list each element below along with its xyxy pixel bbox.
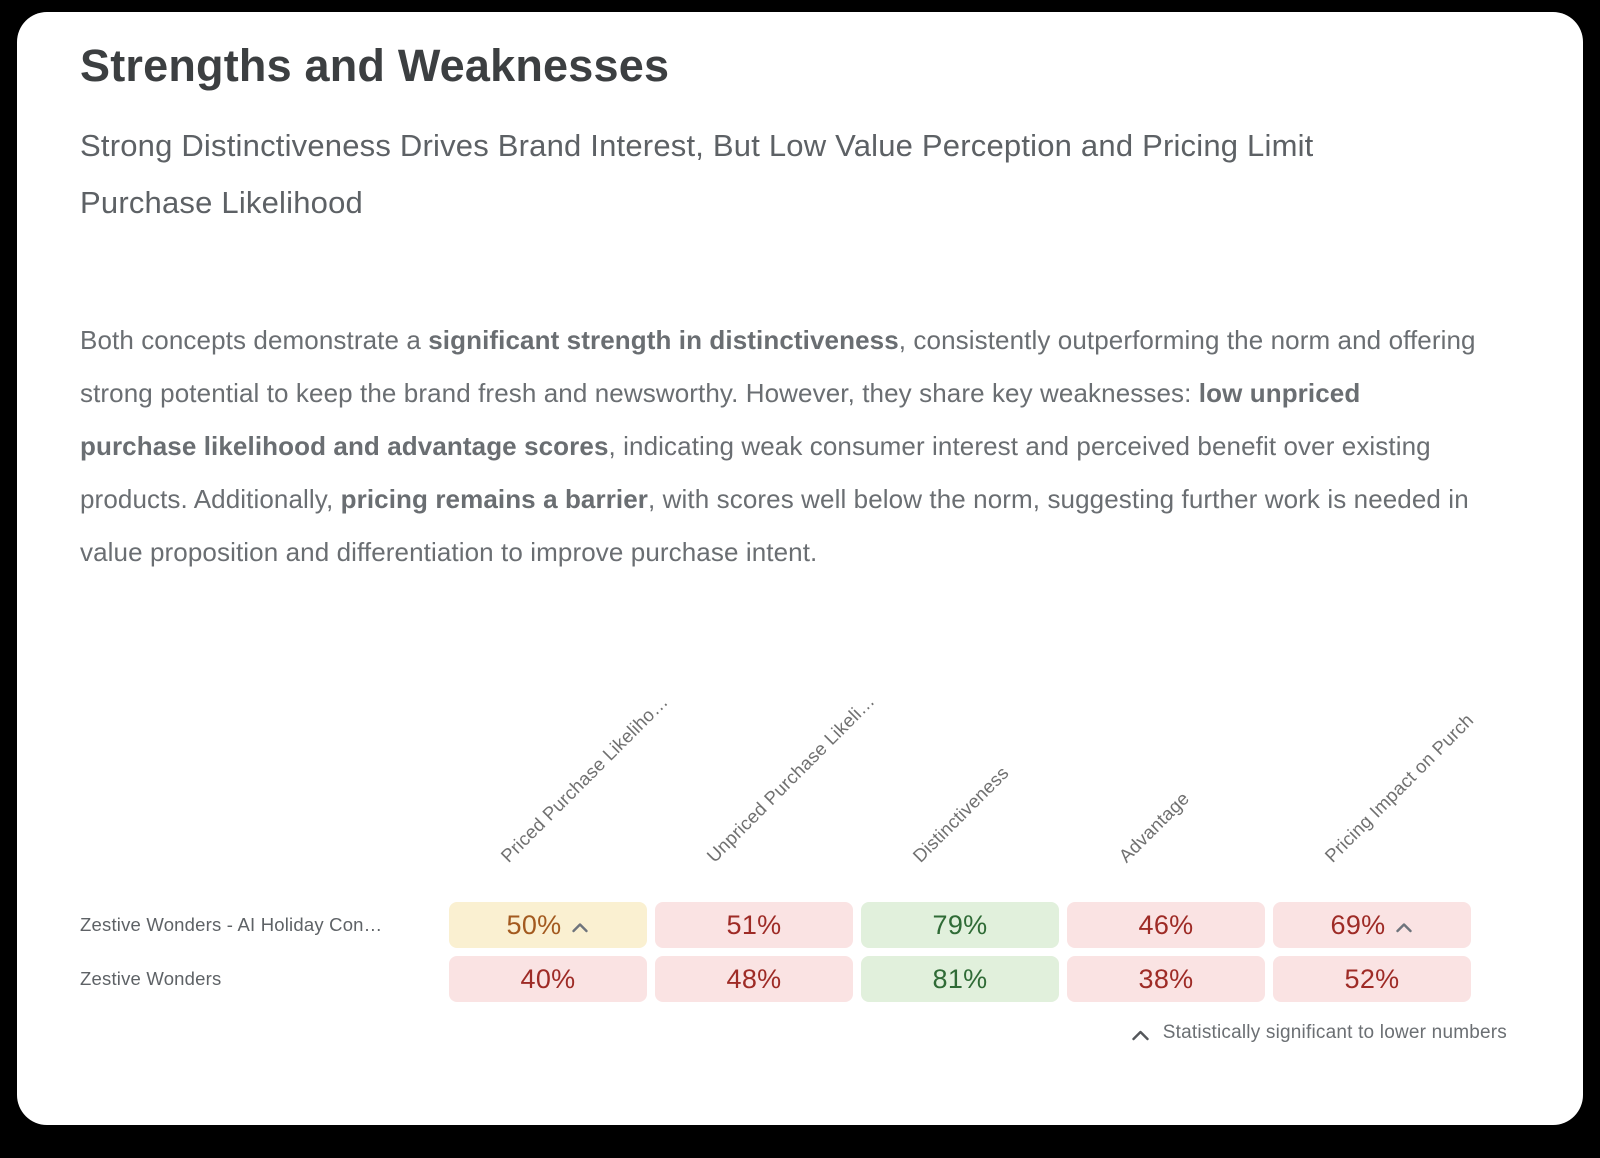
page-title: Strengths and Weaknesses — [80, 40, 670, 91]
score-value: 50% — [506, 909, 562, 940]
column-header-unpriced-purchase-likelihood: Unpriced Purchase Likeli… — [702, 690, 879, 867]
page-subtitle: Strong Distinctiveness Drives Brand Inte… — [80, 117, 1563, 231]
summary-paragraph: Both concepts demonstrate a significant … — [80, 325, 1476, 567]
scores-heatmap-table: Priced Purchase Likeliho… Unpriced Purch… — [80, 634, 1563, 1044]
column-header-pricing-impact: Pricing Impact on Purch — [1320, 709, 1478, 867]
score-value: 52% — [1344, 963, 1400, 994]
score-cell: 50% — [449, 902, 647, 948]
chevron-up-icon — [1132, 1030, 1149, 1041]
score-cell: 81% — [861, 956, 1059, 1002]
score-value: 81% — [932, 963, 988, 994]
score-value: 51% — [726, 909, 782, 940]
row-label-brand: Zestive Wonders — [80, 968, 222, 989]
score-value: 38% — [1138, 963, 1194, 994]
subtitle-line-1: Strong Distinctiveness Drives Brand Inte… — [80, 128, 1314, 163]
row-label-concept: Zestive Wonders - AI Holiday Con… — [80, 914, 383, 935]
subtitle-line-2: Purchase Likelihood — [80, 185, 363, 220]
significance-footnote: Statistically significant to lower numbe… — [80, 1022, 1507, 1044]
score-cell: 79% — [861, 902, 1059, 948]
significance-caret-icon — [572, 922, 589, 932]
score-cell: 69% — [1273, 902, 1471, 948]
significance-footnote-text: Statistically significant to lower numbe… — [1162, 1022, 1507, 1043]
score-value: 79% — [932, 909, 988, 940]
significance-caret-icon — [1396, 922, 1413, 932]
column-header-distinctiveness: Distinctiveness — [908, 762, 1013, 867]
score-value: 46% — [1138, 909, 1194, 940]
score-value: 48% — [726, 963, 782, 994]
score-cell: 40% — [449, 956, 647, 1002]
table-body: Zestive Wonders - AI Holiday Con… 50% 51… — [80, 902, 1507, 1002]
column-header-priced-purchase-likelihood: Priced Purchase Likeliho… — [496, 690, 672, 867]
score-cell: 52% — [1273, 956, 1471, 1002]
column-header-row: Priced Purchase Likeliho… Unpriced Purch… — [80, 634, 1507, 867]
report-card: Strengths and Weaknesses Strong Distinct… — [17, 12, 1583, 1125]
score-cell: 38% — [1067, 956, 1265, 1002]
score-cell: 46% — [1067, 902, 1265, 948]
score-cell: 51% — [655, 902, 853, 948]
score-value: 69% — [1330, 909, 1386, 940]
column-header-advantage: Advantage — [1114, 787, 1194, 867]
score-value: 40% — [520, 963, 576, 994]
score-cell: 48% — [655, 956, 853, 1002]
